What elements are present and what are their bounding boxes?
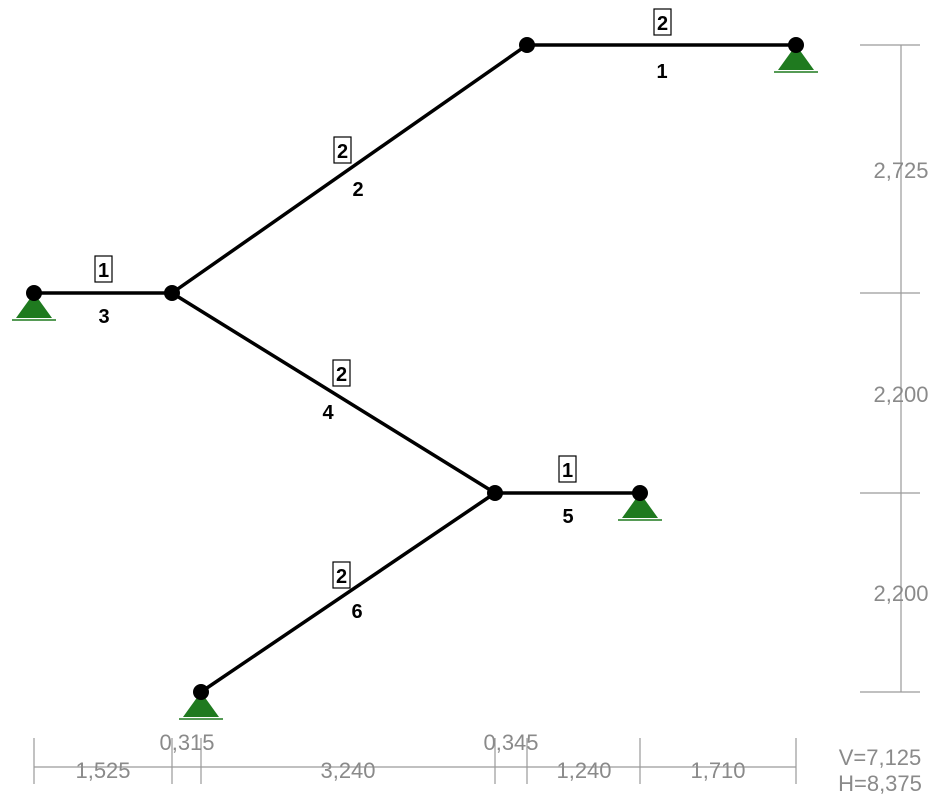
node <box>632 485 648 501</box>
vertical-dim-1: 2,725 <box>873 158 928 183</box>
support-bottom <box>179 692 223 720</box>
node <box>487 485 503 501</box>
horizontal-dim-1: 1,525 <box>75 758 130 783</box>
member-number-5: 5 <box>562 506 573 528</box>
member-number-6: 6 <box>351 601 362 623</box>
member-number-2: 2 <box>352 179 363 201</box>
svg-text:2: 2 <box>337 141 348 163</box>
svg-text:2: 2 <box>336 566 347 588</box>
vertical-dimension: 2,725 2,200 2,200 <box>860 44 929 693</box>
section-label-member-1: 2 <box>653 8 672 36</box>
node <box>193 684 209 700</box>
horizontal-dim-upper-2: 0,345 <box>483 730 538 755</box>
member-number-3: 3 <box>98 306 109 328</box>
member-6 <box>199 491 497 694</box>
member-number-4: 4 <box>322 402 334 424</box>
vertical-dim-2: 2,200 <box>873 382 928 407</box>
horizontal-dim-3: 1,240 <box>556 758 611 783</box>
support-right-top <box>774 45 818 73</box>
node <box>26 285 42 301</box>
node <box>788 37 804 53</box>
node <box>164 285 180 301</box>
section-label-member-6: 2 <box>332 561 351 589</box>
svg-text:2: 2 <box>657 13 668 35</box>
member-4 <box>170 291 497 495</box>
horizontal-dimension: 1,525 0,315 3,240 0,345 1,240 1,710 <box>33 730 797 784</box>
section-label-member-2: 2 <box>333 136 352 164</box>
member-number-1: 1 <box>656 61 667 83</box>
total-horizontal: H=8,375 <box>838 771 922 796</box>
section-label-member-5: 1 <box>558 455 577 483</box>
svg-text:1: 1 <box>98 260 109 282</box>
vertical-dim-3: 2,200 <box>873 581 928 606</box>
member-2 <box>170 43 529 295</box>
total-vertical: V=7,125 <box>839 745 922 770</box>
node <box>519 37 535 53</box>
section-label-member-3: 1 <box>94 255 113 283</box>
section-label-member-4: 2 <box>332 359 351 387</box>
support-left <box>12 293 56 321</box>
svg-text:1: 1 <box>562 460 573 482</box>
horizontal-dim-4: 1,710 <box>690 758 745 783</box>
horizontal-dim-2: 3,240 <box>320 758 375 783</box>
horizontal-dim-upper-1: 0,315 <box>159 730 214 755</box>
support-right-middle <box>618 493 662 521</box>
svg-text:2: 2 <box>336 364 347 386</box>
